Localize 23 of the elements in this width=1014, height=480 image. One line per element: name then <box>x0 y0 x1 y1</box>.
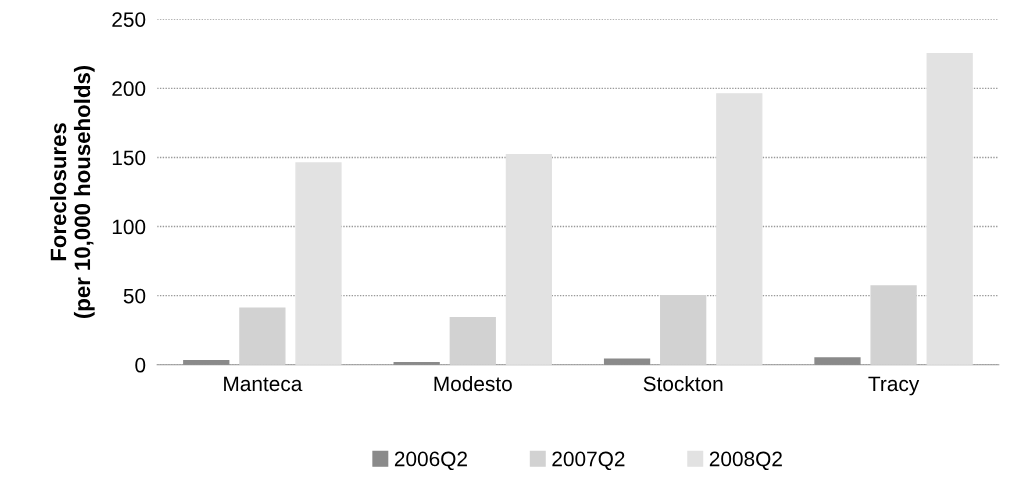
y-tick-label: 200 <box>112 81 146 97</box>
x-tick-label: Modesto <box>434 375 512 392</box>
bar <box>870 285 917 365</box>
legend-label: 2006Q2 <box>394 451 467 471</box>
bar <box>295 162 342 365</box>
x-tick-label: Tracy <box>868 376 920 396</box>
bar <box>926 53 973 365</box>
legend-label: 2007Q2 <box>552 451 625 471</box>
y-tick-label: 50 <box>123 288 146 304</box>
y-tick-label: 100 <box>112 219 146 235</box>
y-tick-label: 0 <box>135 357 146 373</box>
bar <box>716 93 763 365</box>
y-tick-label: 250 <box>112 12 146 27</box>
y-tick-label: 150 <box>112 150 146 166</box>
bar <box>660 294 707 365</box>
bar <box>505 153 553 365</box>
bar <box>449 317 496 365</box>
x-tick-label: Manteca <box>224 376 303 392</box>
bar <box>814 357 861 365</box>
x-tick-label: Stockton <box>643 375 723 392</box>
bar <box>239 307 286 365</box>
legend-label: 2008Q2 <box>709 451 782 471</box>
y-axis-title: Foreclosures (per 10,000 households) <box>49 65 95 319</box>
